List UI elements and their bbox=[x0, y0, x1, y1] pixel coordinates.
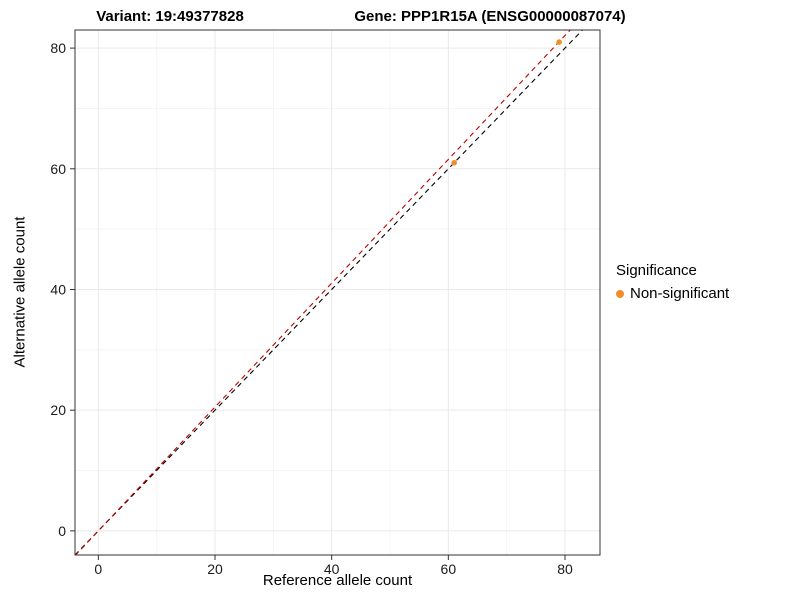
svg-text:40: 40 bbox=[50, 281, 66, 297]
data-points bbox=[451, 39, 562, 166]
svg-text:0: 0 bbox=[94, 561, 102, 577]
major-gridlines bbox=[75, 30, 600, 555]
panel-border bbox=[74, 29, 601, 556]
legend: Significance Non-significant bbox=[616, 262, 729, 302]
svg-text:40: 40 bbox=[324, 561, 340, 577]
variant-title: Variant: 19:49377828 bbox=[96, 8, 244, 25]
axis-tick-labels: 0 20 40 60 80 0 20 40 60 80 bbox=[50, 40, 573, 577]
y-axis-title: Alternative allele count bbox=[11, 216, 29, 368]
svg-text:20: 20 bbox=[50, 402, 66, 418]
reference-lines bbox=[75, 30, 584, 555]
svg-text:0: 0 bbox=[58, 523, 66, 539]
data-point bbox=[451, 159, 457, 166]
legend-item-label: Non-significant bbox=[630, 285, 730, 302]
minor-gridlines bbox=[75, 30, 600, 555]
fitted-line bbox=[75, 30, 571, 555]
svg-text:80: 80 bbox=[50, 40, 66, 56]
svg-text:20: 20 bbox=[207, 561, 223, 577]
legend-title: Significance bbox=[616, 262, 697, 279]
plot-panel bbox=[75, 30, 600, 555]
x-axis-title: Reference allele count bbox=[262, 572, 413, 589]
svg-text:60: 60 bbox=[441, 561, 457, 577]
svg-text:80: 80 bbox=[557, 561, 573, 577]
legend-item: Non-significant bbox=[616, 285, 729, 302]
svg-text:60: 60 bbox=[50, 161, 66, 177]
gene-title: Gene: PPP1R15A (ENSG00000087074) bbox=[354, 8, 626, 25]
data-point bbox=[556, 39, 562, 45]
axis-ticks bbox=[70, 47, 566, 560]
nonsignificant-point-icon bbox=[616, 289, 624, 298]
